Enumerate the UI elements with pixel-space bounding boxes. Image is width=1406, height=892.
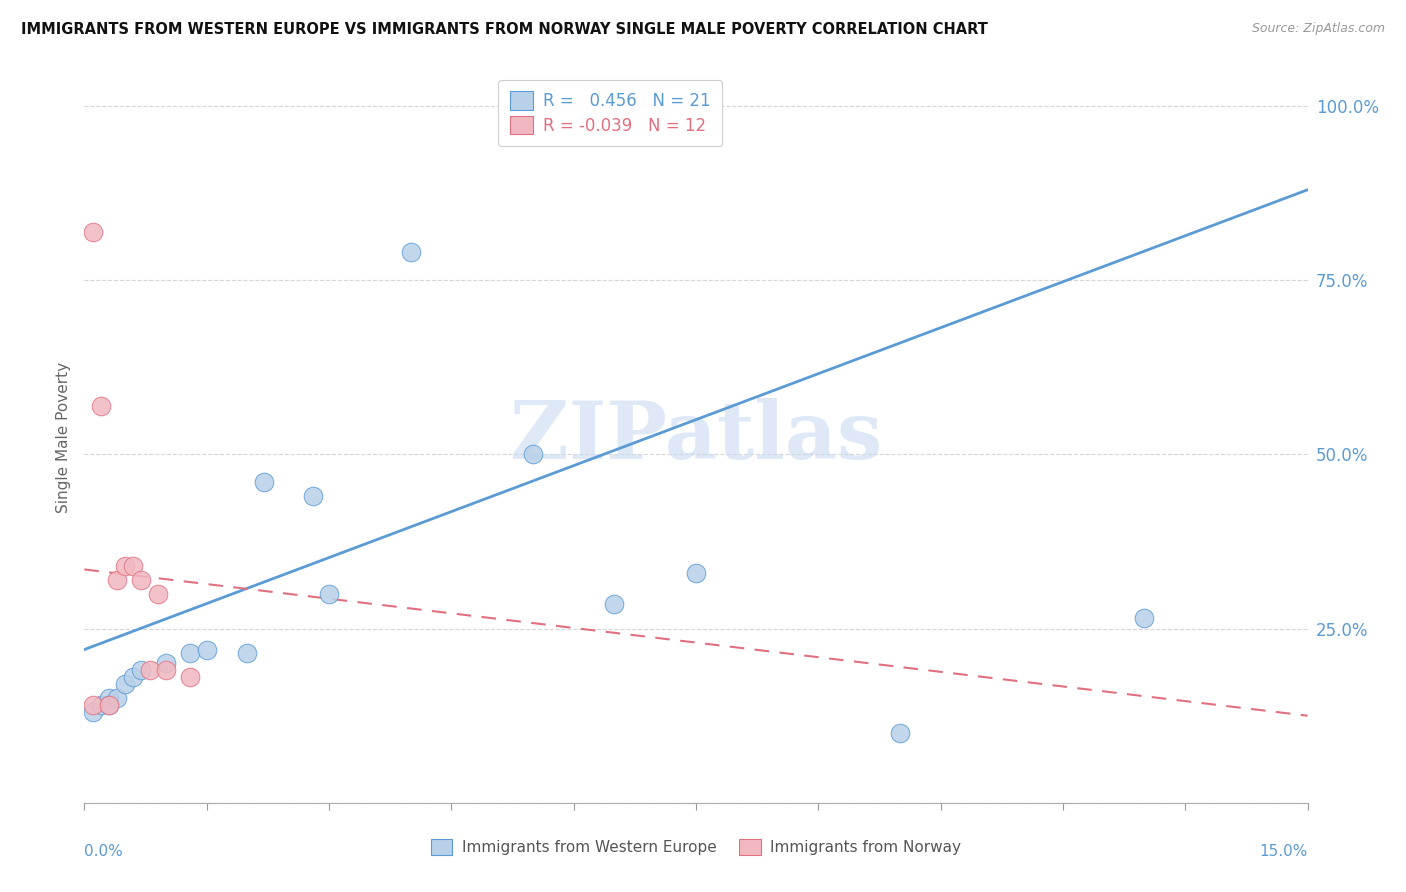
Point (138, 664, 160, 678)
Point (131, 664, 153, 678)
Point (301, 489, 323, 503)
Point (155, 657, 177, 671)
Point (603, 597, 626, 611)
Legend: Immigrants from Western Europe, Immigrants from Norway: Immigrants from Western Europe, Immigran… (425, 833, 967, 861)
Point (105, 573, 128, 587)
Point (146, 587, 169, 601)
Point (122, 558, 145, 573)
Point (114, 677, 136, 691)
Point (155, 664, 177, 678)
Y-axis label: Single Male Poverty: Single Male Poverty (56, 361, 72, 513)
Point (685, 566, 707, 580)
Point (179, 670, 201, 684)
Point (318, 587, 340, 601)
Point (82, 705, 104, 719)
Text: 0.0%: 0.0% (84, 845, 124, 860)
Text: 15.0%: 15.0% (1260, 845, 1308, 860)
Point (236, 646, 259, 660)
Point (131, 573, 153, 587)
Point (399, 245, 422, 260)
Text: IMMIGRANTS FROM WESTERN EUROPE VS IMMIGRANTS FROM NORWAY SINGLE MALE POVERTY COR: IMMIGRANTS FROM WESTERN EUROPE VS IMMIGR… (21, 22, 988, 37)
Text: Source: ZipAtlas.com: Source: ZipAtlas.com (1251, 22, 1385, 36)
Point (889, 726, 911, 740)
Point (114, 558, 136, 573)
Point (90, 399, 112, 413)
Point (195, 642, 218, 657)
Point (1133, 611, 1156, 625)
Point (522, 448, 544, 462)
Point (97, 698, 120, 713)
Point (97, 691, 120, 706)
Point (82, 698, 104, 713)
Point (122, 670, 145, 684)
Point (97, 698, 120, 713)
Point (105, 691, 128, 706)
Text: ZIPatlas: ZIPatlas (510, 398, 882, 476)
Point (82, 225, 104, 239)
Point (90, 698, 112, 713)
Point (179, 646, 201, 660)
Point (253, 475, 276, 490)
